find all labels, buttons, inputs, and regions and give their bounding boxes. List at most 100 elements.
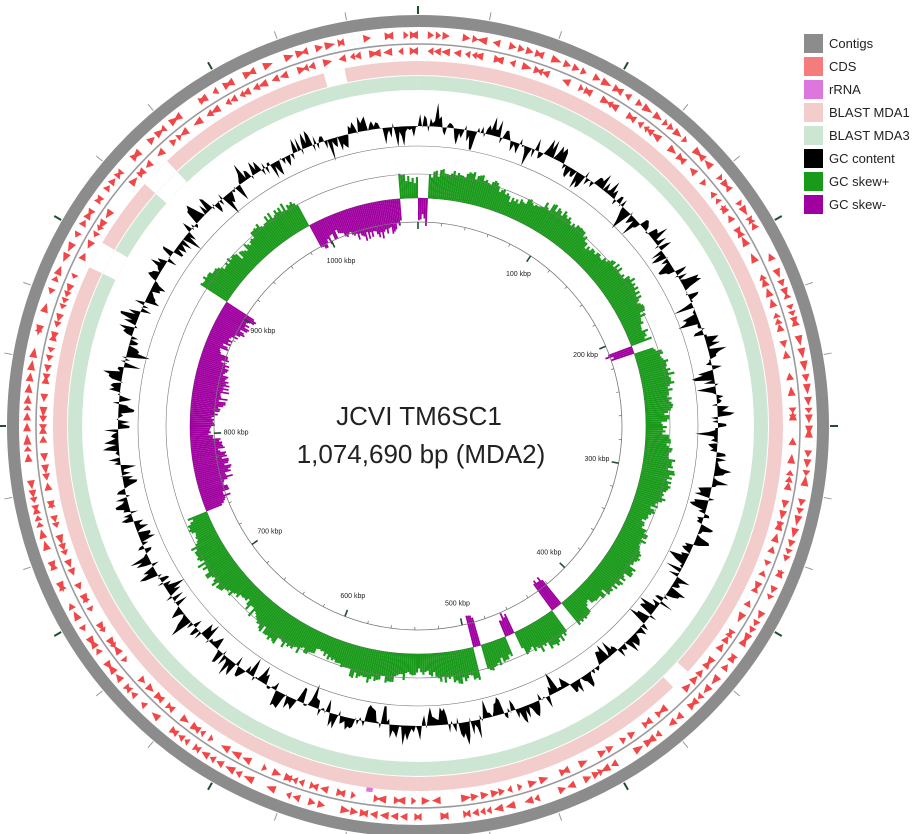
gc-skew-positive xyxy=(382,651,389,677)
gc-skew-positive xyxy=(288,204,304,230)
gc-skew-positive xyxy=(598,563,621,581)
gc-skew-positive xyxy=(630,336,646,345)
gc-skew-positive xyxy=(348,645,358,669)
gc-skew-positive xyxy=(220,267,241,285)
gc-skew-positive xyxy=(591,572,614,592)
cds-feature xyxy=(480,807,486,816)
gc-skew-positive xyxy=(429,653,434,677)
gc-skew-positive xyxy=(516,203,527,222)
gc-skew-positive xyxy=(377,651,385,680)
gc-skew-positive xyxy=(638,483,667,493)
gc-skew-positive xyxy=(577,587,594,603)
gc-skew-positive xyxy=(310,631,322,653)
legend-label: GC skew+ xyxy=(829,174,890,189)
cds-feature xyxy=(748,218,756,225)
cds-feature xyxy=(207,734,214,741)
gc-skew-positive xyxy=(645,431,663,435)
gc-skew-positive xyxy=(463,172,472,203)
gc-skew-positive xyxy=(229,575,248,592)
gc-skew-positive xyxy=(471,647,482,681)
scale-label: 500 kbp xyxy=(445,601,470,608)
cds-feature xyxy=(699,178,706,186)
gc-skew-positive xyxy=(573,591,588,607)
gc-skew-positive xyxy=(354,646,363,673)
cds-feature xyxy=(770,533,779,544)
gc-skew-negative xyxy=(190,404,219,409)
cds-feature xyxy=(118,168,125,176)
cds-feature xyxy=(480,791,489,800)
gc-skew-positive xyxy=(197,541,223,558)
gc-skew-positive xyxy=(611,290,636,307)
gc-skew-positive xyxy=(645,419,668,423)
genome-name: JCVI TM6SC1 xyxy=(336,401,502,431)
gc-skew-positive xyxy=(188,520,212,533)
cds-feature xyxy=(191,743,199,750)
cds-feature xyxy=(592,73,601,81)
gc-skew-positive xyxy=(196,543,224,561)
scale-label: 800 kbp xyxy=(224,429,249,436)
legend-item-blast-mda1: BLAST MDA1 xyxy=(804,101,910,124)
cds-feature xyxy=(78,624,86,632)
gc-skew-positive xyxy=(189,518,211,530)
gc-skew-positive xyxy=(615,298,640,314)
gc-skew-positive xyxy=(642,461,674,469)
gc-skew-positive xyxy=(601,274,625,292)
gc-skew-positive xyxy=(642,465,675,474)
cds-feature xyxy=(105,208,115,219)
gc-skew-positive xyxy=(564,599,585,622)
cds-feature xyxy=(646,128,656,137)
gc-skew-positive xyxy=(640,370,669,379)
cds-feature xyxy=(96,648,104,656)
gc-skew-positive xyxy=(643,457,673,464)
gc-skew-positive xyxy=(641,376,671,385)
gc-skew-negative xyxy=(205,503,223,512)
gc-skew-negative xyxy=(193,457,229,466)
cds-feature xyxy=(45,354,54,362)
cds-feature xyxy=(47,346,56,353)
cds-feature xyxy=(54,320,62,328)
gc-skew-positive xyxy=(254,596,269,613)
major-tick xyxy=(251,539,259,546)
cds-feature xyxy=(758,609,766,619)
legend-label: BLAST MDA1 xyxy=(829,105,910,120)
gc-skew-negative xyxy=(376,201,385,239)
gc-skew-positive xyxy=(368,649,377,680)
cds-feature xyxy=(216,761,225,769)
gc-skew-positive xyxy=(427,653,432,675)
gc-skew-positive xyxy=(449,170,457,201)
cds-feature xyxy=(23,422,32,432)
cds-feature xyxy=(23,394,32,404)
gc-skew-negative xyxy=(190,406,221,411)
gc-skew-positive xyxy=(497,193,507,214)
gc-skew-negative xyxy=(194,464,232,474)
gc-skew-negative xyxy=(360,204,372,239)
cds-feature xyxy=(40,303,48,314)
gc-skew-positive xyxy=(441,652,448,683)
gc-skew-positive xyxy=(204,279,231,299)
scale-label: 600 kbp xyxy=(340,593,365,600)
cds-feature xyxy=(541,70,551,79)
gc-skew-negative xyxy=(190,427,211,430)
cds-feature xyxy=(338,54,347,62)
gc-skew-positive xyxy=(634,348,656,358)
legend-swatch xyxy=(804,80,823,99)
gc-skew-positive xyxy=(528,206,542,228)
cds-feature xyxy=(725,631,732,639)
gc-skew-positive xyxy=(289,623,306,650)
major-tick xyxy=(599,345,607,350)
legend-item-gc-skew-pos: GC skew+ xyxy=(804,170,910,193)
gc-skew-positive xyxy=(439,652,445,677)
cds-feature xyxy=(769,298,778,309)
legend-label: GC skew- xyxy=(829,197,887,212)
gc-skew-positive xyxy=(601,560,625,579)
gc-skew-positive xyxy=(241,257,254,270)
gc-skew-negative xyxy=(198,361,229,372)
gc-skew-positive xyxy=(195,525,214,537)
gc-skew-positive xyxy=(641,467,675,476)
gc-skew-positive xyxy=(593,569,618,590)
gc-skew-positive xyxy=(645,439,671,444)
cds-feature xyxy=(721,205,730,215)
cds-feature xyxy=(373,794,380,803)
cds-feature xyxy=(704,159,715,170)
cds-feature xyxy=(786,372,795,381)
